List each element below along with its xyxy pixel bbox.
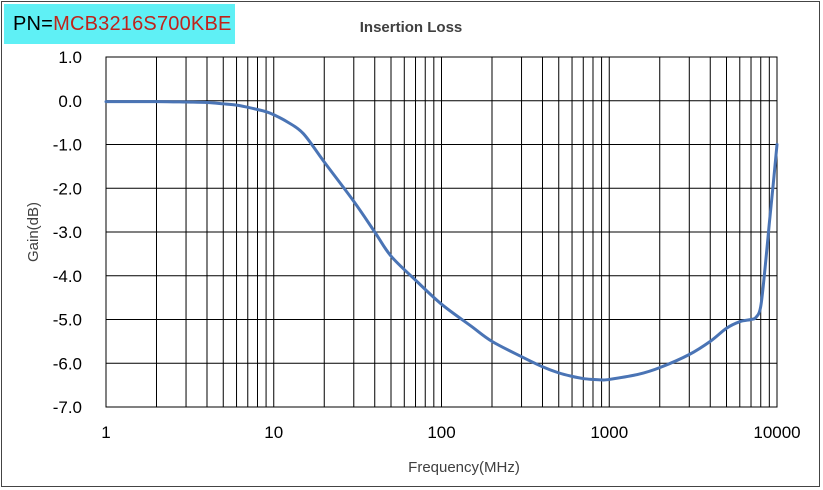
x-axis-title: Frequency(MHz) <box>408 459 520 476</box>
x-axis-ticks: 1 10 100 1000 10000 <box>101 423 800 442</box>
y-tick-label: -4.0 <box>53 267 82 286</box>
y-tick-label: -2.0 <box>53 179 82 198</box>
part-number-label: PN= MCB3216S700KBE <box>4 4 235 44</box>
x-tick-label: 100 <box>427 423 455 442</box>
y-tick-label: -7.0 <box>53 398 82 417</box>
x-tick-label: 1 <box>101 423 110 442</box>
y-tick-label: -3.0 <box>53 223 82 242</box>
x-tick-label: 10 <box>264 423 283 442</box>
y-axis-ticks: 1.0 0.0 -1.0 -2.0 -3.0 -4.0 -5.0 -6.0 -7.0 <box>53 48 82 417</box>
x-tick-label: 10000 <box>753 423 800 442</box>
part-number-value: MCB3216S700KBE <box>53 12 232 35</box>
y-tick-label: 0.0 <box>58 92 82 111</box>
y-tick-label: -5.0 <box>53 311 82 330</box>
plot-area-border <box>105 56 778 408</box>
y-tick-label: -1.0 <box>53 136 82 155</box>
part-number-prefix: PN= <box>13 12 54 35</box>
y-tick-label: 1.0 <box>58 48 82 67</box>
y-tick-label: -6.0 <box>53 354 82 373</box>
chart-title: Insertion Loss <box>360 19 463 36</box>
y-axis-title: Gain(dB) <box>25 202 42 262</box>
series-line-gain <box>104 100 779 382</box>
grid <box>105 56 778 408</box>
x-tick-label: 1000 <box>590 423 628 442</box>
